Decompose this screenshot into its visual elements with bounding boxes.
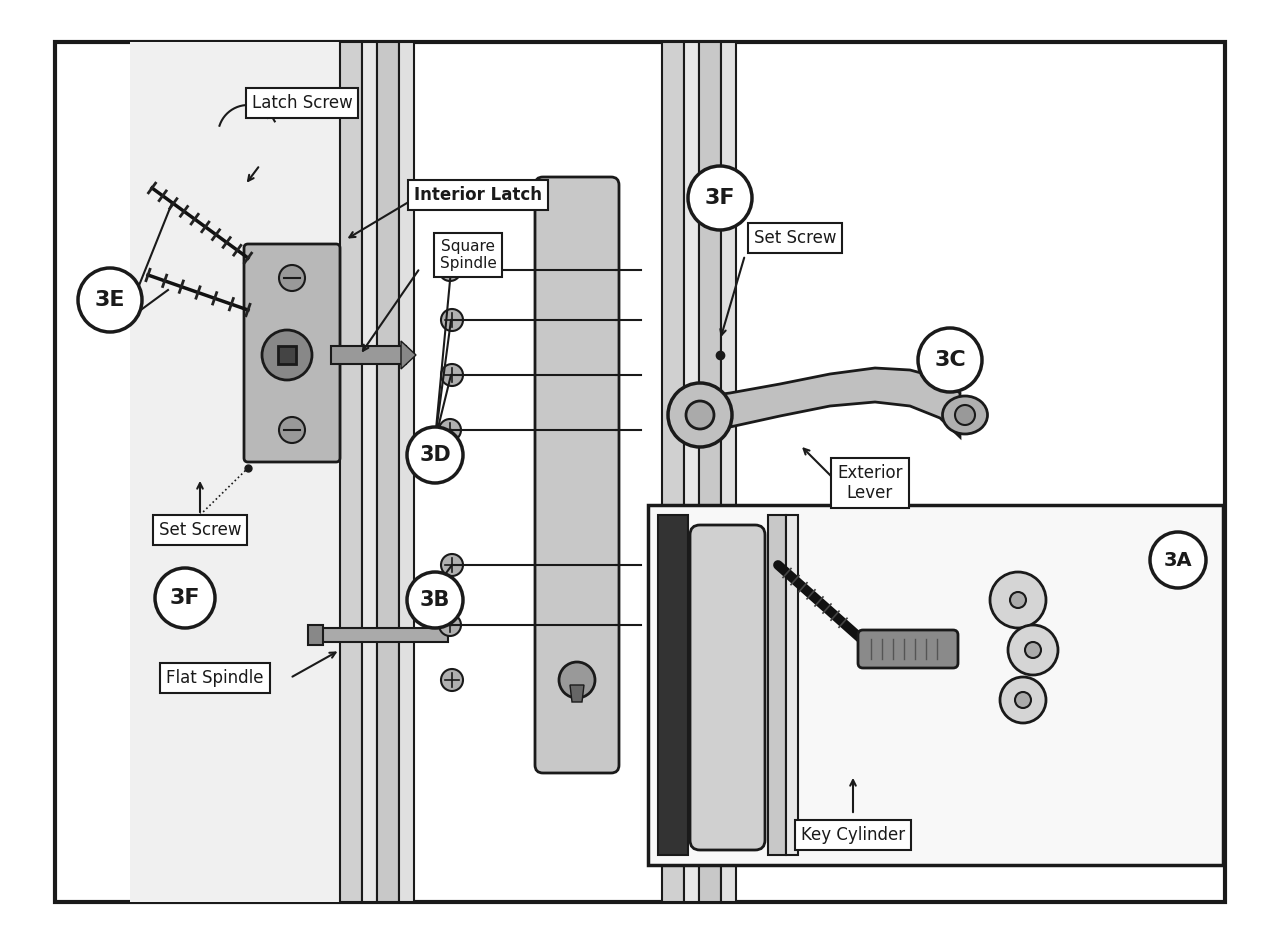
Text: 3C: 3C xyxy=(934,350,966,370)
Bar xyxy=(378,42,399,902)
Bar xyxy=(768,515,786,855)
Bar xyxy=(699,42,721,902)
Circle shape xyxy=(442,669,463,691)
Bar xyxy=(695,395,713,435)
Bar xyxy=(278,346,296,364)
Circle shape xyxy=(1149,532,1206,588)
Bar xyxy=(684,42,699,902)
Text: Set Screw: Set Screw xyxy=(159,521,241,539)
Text: Set Screw: Set Screw xyxy=(754,229,836,247)
Circle shape xyxy=(442,364,463,386)
Bar xyxy=(340,42,362,902)
Text: 3F: 3F xyxy=(705,188,735,208)
Circle shape xyxy=(918,328,982,392)
FancyBboxPatch shape xyxy=(535,177,620,773)
Bar xyxy=(662,42,684,902)
Circle shape xyxy=(279,265,305,291)
Bar xyxy=(362,42,378,902)
Circle shape xyxy=(686,401,714,429)
Circle shape xyxy=(1000,677,1046,723)
Circle shape xyxy=(442,309,463,331)
Text: Flat Spindle: Flat Spindle xyxy=(166,669,264,687)
Circle shape xyxy=(955,405,975,425)
Circle shape xyxy=(262,330,312,380)
Circle shape xyxy=(439,419,461,441)
Circle shape xyxy=(407,427,463,483)
Circle shape xyxy=(78,268,142,332)
Bar xyxy=(721,42,736,902)
Circle shape xyxy=(668,383,732,447)
Text: 3F: 3F xyxy=(170,588,200,608)
Bar xyxy=(332,346,406,364)
Circle shape xyxy=(989,572,1046,628)
Text: Latch Screw: Latch Screw xyxy=(252,94,352,112)
Text: 3B: 3B xyxy=(420,590,451,610)
Circle shape xyxy=(155,568,215,628)
Bar xyxy=(399,42,413,902)
Bar xyxy=(658,515,689,855)
Text: Exterior
Lever: Exterior Lever xyxy=(837,463,902,503)
FancyBboxPatch shape xyxy=(244,244,340,462)
Bar xyxy=(648,505,1222,865)
Circle shape xyxy=(407,572,463,628)
Text: Square
Spindle: Square Spindle xyxy=(439,239,497,271)
Bar xyxy=(786,515,797,855)
Bar xyxy=(317,628,448,642)
Circle shape xyxy=(1015,692,1030,708)
Circle shape xyxy=(689,166,753,230)
Ellipse shape xyxy=(942,396,987,434)
Circle shape xyxy=(442,554,463,576)
FancyBboxPatch shape xyxy=(690,525,765,850)
Text: Key Cylinder: Key Cylinder xyxy=(801,826,905,844)
Polygon shape xyxy=(700,368,960,437)
Circle shape xyxy=(1009,625,1059,675)
Text: Interior Latch: Interior Latch xyxy=(413,186,541,204)
Polygon shape xyxy=(401,341,416,369)
FancyBboxPatch shape xyxy=(858,630,957,668)
Circle shape xyxy=(1025,642,1041,658)
Circle shape xyxy=(1010,592,1027,608)
Bar xyxy=(131,42,349,902)
Polygon shape xyxy=(570,685,584,702)
Text: 3E: 3E xyxy=(95,290,125,310)
Bar xyxy=(308,625,323,645)
Text: 3A: 3A xyxy=(1164,551,1192,569)
Circle shape xyxy=(559,662,595,698)
Circle shape xyxy=(279,417,305,443)
Circle shape xyxy=(439,259,461,281)
Text: 3D: 3D xyxy=(419,445,451,465)
Circle shape xyxy=(439,614,461,636)
